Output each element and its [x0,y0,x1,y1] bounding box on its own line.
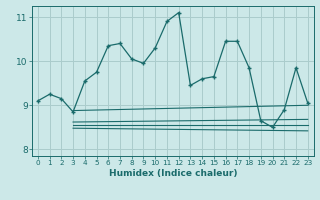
X-axis label: Humidex (Indice chaleur): Humidex (Indice chaleur) [108,169,237,178]
